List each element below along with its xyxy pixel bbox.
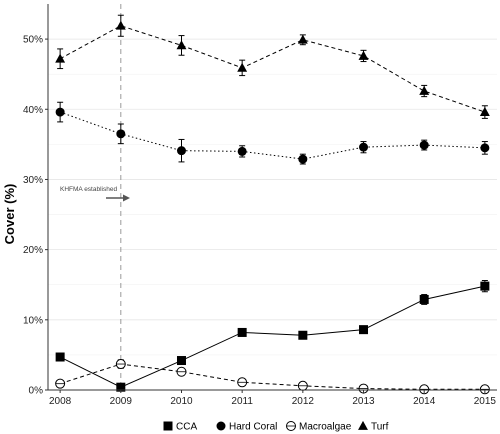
data-point-triangle [479,106,490,116]
data-point-open-circle [176,366,187,377]
data-point-circle [55,107,65,117]
data-point-open-circle [419,384,430,395]
legend: CCA Hard Coral Macroalgae Turf [163,420,389,433]
data-point-open-circle [297,380,308,391]
data-point-square [55,352,65,362]
data-point-open-circle [55,378,66,389]
annotation-label: KHFMA established [60,186,117,193]
data-point-open-circle [286,421,296,431]
data-point-open-circle [358,383,369,394]
series-line [59,25,486,113]
data-point-circle [116,129,126,139]
data-point-triangle [55,53,66,63]
x-tick-label: 2010 [170,396,193,407]
legend-item-turf: Turf [358,420,389,433]
x-tick-label: 2008 [49,396,72,407]
data-point-square [480,281,490,291]
data-point-circle [480,143,490,153]
data-point-square [298,330,308,340]
data-point-square [419,294,429,304]
data-point-triangle [297,34,308,44]
x-tick-label: 2011 [231,396,253,407]
legend-label: Macroalgae [299,422,352,433]
data-point-circle [176,146,186,156]
annotation-arrow-head [123,194,130,202]
data-point-circle [419,140,429,150]
axes: 0% 10% 20% 30% 40% 50% 2008 2009 2010 2011 2012 201… [23,4,497,407]
data-point-circle [298,154,308,164]
y-tick-label: 30% [23,175,43,186]
legend-item-cca: CCA [163,421,197,433]
data-point-open-circle [237,377,248,388]
legend-label: CCA [176,422,197,433]
data-point-triangle [115,20,126,30]
x-tick-label: 2015 [474,396,497,407]
data-point-circle [237,146,247,156]
legend-item-hard-coral: Hard Coral [216,421,277,433]
x-tick-label: 2009 [110,396,133,407]
data-point-circle [216,421,226,431]
data-point-triangle [358,420,368,430]
legend-item-macroalgae: Macroalgae [286,421,352,433]
series-turf [55,14,490,119]
y-tick-label: 20% [23,245,43,256]
legend-label: Turf [371,422,389,433]
data-point-triangle [237,62,248,72]
data-point-triangle [176,40,187,50]
series-cca [55,280,490,392]
series-line [59,363,485,390]
data-point-circle [359,142,369,152]
data-point-square [359,325,369,335]
y-axis-label: Cover (%) [2,184,17,245]
annotation: KHFMA established [60,186,130,202]
series-macroalgae [55,359,490,395]
data-point-open-circle [115,359,126,370]
data-point-square [176,356,186,366]
data-point-open-circle [479,384,490,395]
x-tick-label: 2012 [292,396,315,407]
data-point-square [237,327,247,337]
y-tick-label: 50% [23,35,43,46]
data-point-square [116,382,126,392]
y-tick-label: 0% [29,386,44,397]
series-hard-coral [55,101,490,165]
y-tick-label: 10% [23,315,43,326]
y-tick-label: 40% [23,105,43,116]
data-point-triangle [358,50,369,60]
series-layer [55,14,490,395]
x-tick-label: 2014 [413,396,436,407]
series-line [59,285,485,388]
grid [48,38,497,391]
data-point-triangle [419,85,430,95]
data-point-square [163,421,173,431]
x-tick-label: 2013 [352,396,375,407]
legend-label: Hard Coral [229,422,277,433]
